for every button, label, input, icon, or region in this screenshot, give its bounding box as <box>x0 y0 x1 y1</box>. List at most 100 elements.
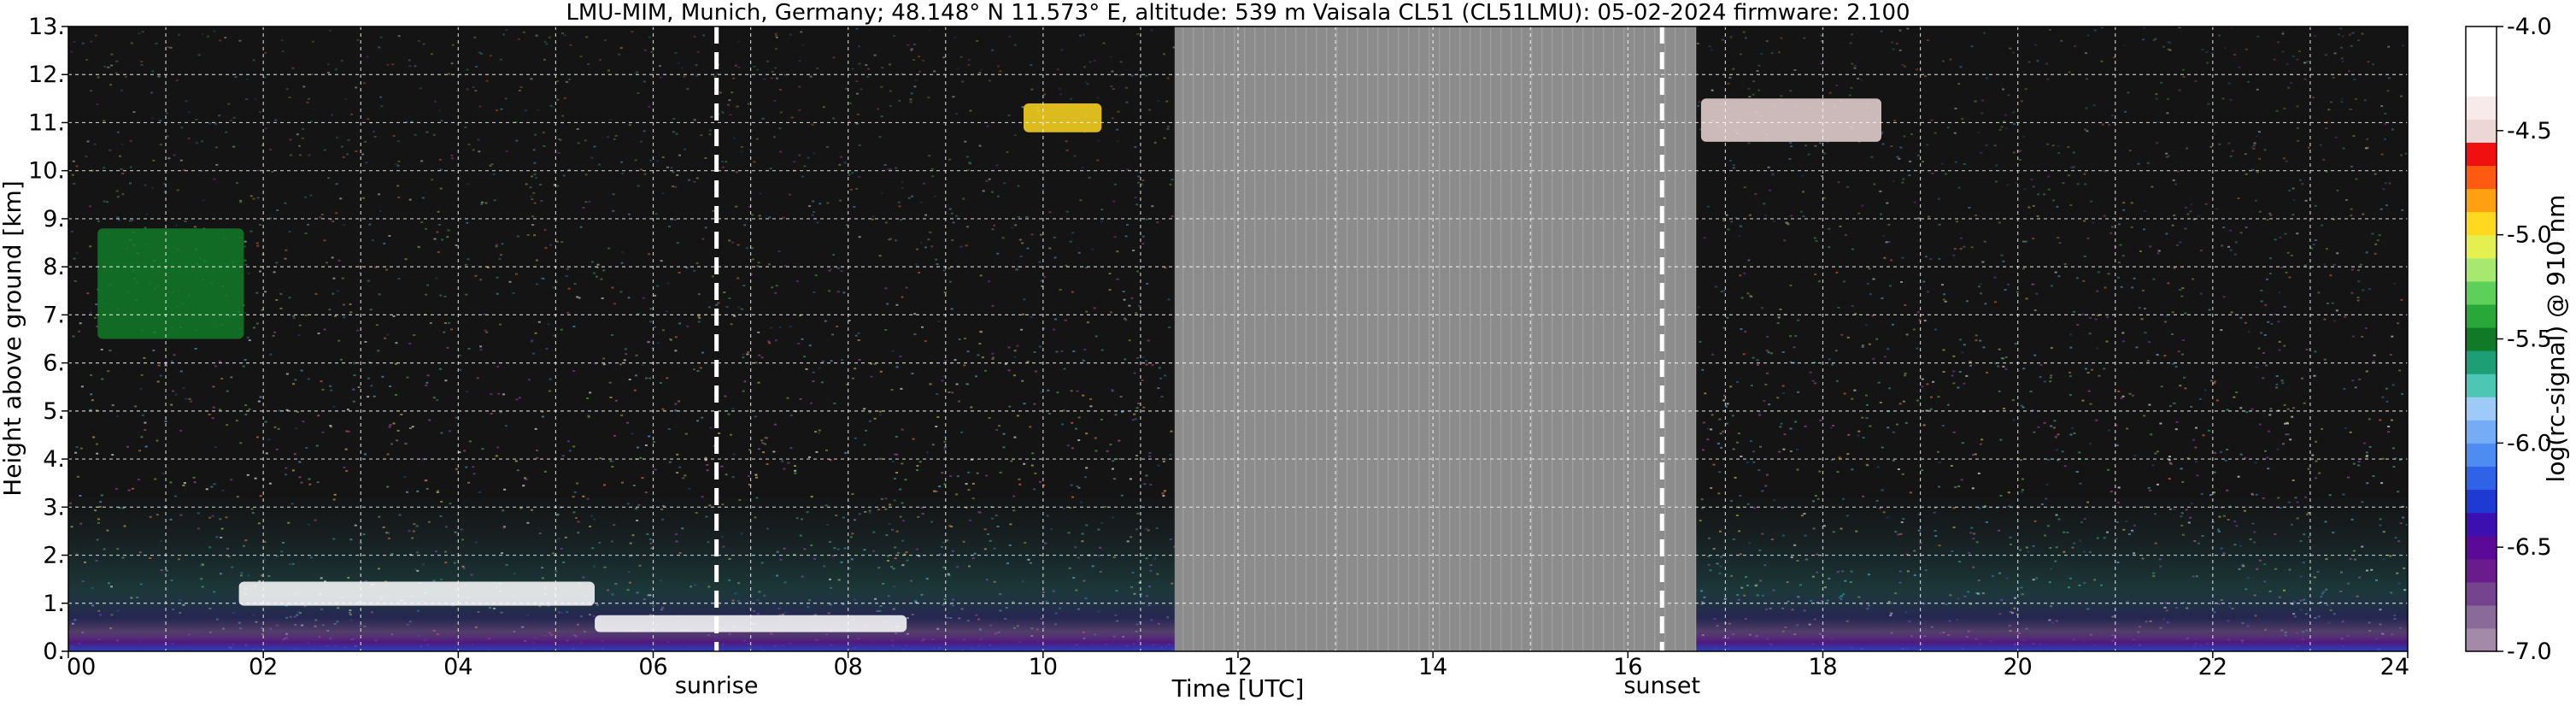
noise-speck <box>895 472 898 474</box>
noise-speck <box>1794 421 1798 423</box>
noise-speck <box>2117 390 2121 392</box>
noise-speck <box>256 197 260 199</box>
noise-speck <box>2021 478 2024 480</box>
noise-speck <box>993 224 996 227</box>
noise-speck <box>340 358 343 361</box>
noise-speck <box>2175 421 2179 423</box>
noise-speck <box>572 445 576 448</box>
noise-speck <box>2084 368 2087 370</box>
noise-speck <box>212 385 215 388</box>
noise-speck <box>1922 280 1926 283</box>
noise-speck <box>2231 150 2234 152</box>
noise-speck <box>922 59 925 62</box>
noise-speck <box>337 259 341 262</box>
noise-speck <box>226 390 229 392</box>
noise-speck <box>1011 227 1014 229</box>
noise-speck <box>473 36 477 38</box>
noise-speck <box>2365 327 2368 329</box>
noise-speck <box>285 373 289 375</box>
noise-speck <box>72 160 75 162</box>
noise-speck <box>208 414 211 415</box>
y-tick-label: 8. <box>43 254 65 280</box>
noise-speck <box>367 118 370 121</box>
noise-speck <box>1794 335 1798 338</box>
noise-speck <box>2244 173 2248 175</box>
noise-speck <box>244 263 248 266</box>
noise-speck <box>1942 371 1945 373</box>
noise-speck <box>2089 317 2092 319</box>
noise-speck <box>478 105 482 108</box>
noise-speck <box>2296 105 2299 108</box>
noise-speck <box>644 491 648 494</box>
noise-speck <box>120 144 124 145</box>
noise-speck <box>654 326 657 328</box>
y-tick-label: 2. <box>43 543 65 569</box>
noise-speck <box>425 131 429 133</box>
noise-speck <box>94 34 97 37</box>
noise-speck <box>414 65 417 68</box>
noise-speck <box>1828 91 1832 94</box>
noise-speck <box>2303 62 2307 64</box>
noise-speck <box>1734 216 1738 219</box>
noise-speck <box>733 137 736 139</box>
noise-speck <box>830 360 833 362</box>
noise-speck <box>729 114 732 116</box>
noise-speck <box>2379 419 2382 421</box>
noise-speck <box>978 343 982 345</box>
noise-speck <box>478 491 482 493</box>
noise-speck <box>736 244 740 246</box>
noise-speck <box>1149 484 1153 485</box>
noise-speck <box>857 339 860 341</box>
noise-speck <box>562 174 566 177</box>
noise-speck <box>73 279 77 282</box>
noise-speck <box>1926 383 1929 385</box>
noise-speck <box>130 42 133 44</box>
noise-speck <box>1980 292 1983 295</box>
noise-speck <box>2324 54 2327 56</box>
noise-speck <box>1023 298 1026 301</box>
noise-speck <box>188 397 191 400</box>
noise-speck <box>320 380 323 383</box>
x-tick-label: 04 <box>443 654 472 680</box>
noise-speck <box>90 393 93 396</box>
noise-speck <box>201 32 204 35</box>
noise-speck <box>465 466 468 468</box>
noise-speck <box>2054 437 2057 439</box>
noise-speck <box>245 98 249 100</box>
noise-speck <box>1961 442 1964 444</box>
noise-speck <box>2018 159 2021 161</box>
noise-speck <box>2210 52 2214 55</box>
noise-speck <box>334 68 337 71</box>
noise-speck <box>2384 138 2386 140</box>
noise-speck <box>111 454 114 456</box>
noise-speck <box>536 456 539 459</box>
noise-speck <box>2050 425 2053 427</box>
noise-speck <box>458 354 461 356</box>
noise-speck <box>396 164 400 167</box>
noise-speck <box>264 291 267 293</box>
noise-speck <box>844 451 848 454</box>
noise-speck <box>1872 278 1875 280</box>
noise-speck <box>936 263 939 265</box>
noise-speck <box>2020 404 2023 407</box>
noise-speck <box>2397 491 2400 493</box>
noise-speck <box>2162 45 2165 48</box>
noise-speck <box>1879 402 1882 403</box>
noise-speck <box>2110 232 2113 234</box>
noise-speck <box>774 291 777 294</box>
noise-speck <box>1030 64 1033 67</box>
noise-speck <box>232 145 236 148</box>
x-tick-label: 24 <box>2380 654 2409 680</box>
noise-speck <box>1089 405 1093 408</box>
noise-speck <box>1056 68 1059 71</box>
noise-speck <box>886 303 889 305</box>
y-tick-label: 0. <box>43 638 65 665</box>
noise-speck <box>1150 29 1153 32</box>
noise-speck <box>602 269 606 272</box>
noise-speck <box>167 157 171 160</box>
colorbar-swatch <box>2466 119 2497 143</box>
noise-speck <box>185 100 188 103</box>
noise-speck <box>2057 237 2060 239</box>
noise-speck <box>831 333 834 336</box>
noise-speck <box>1807 153 1810 156</box>
